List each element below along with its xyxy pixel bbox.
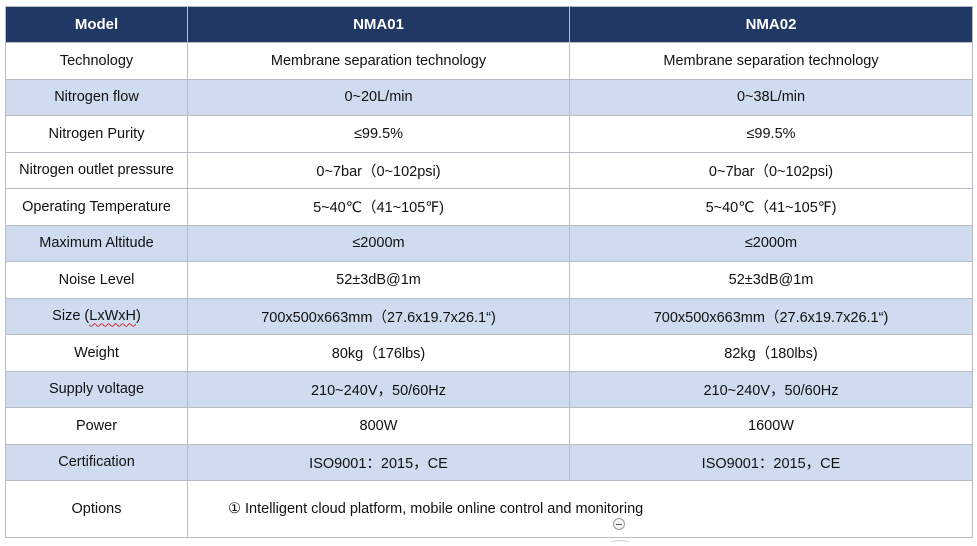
nma01-value: 700x500x663mm（27.6x19.7x26.1“): [187, 297, 570, 335]
row-label: Weight: [5, 334, 188, 372]
nma02-value: Membrane separation technology: [569, 42, 973, 80]
table-row: Size (LxWxH) 700x500x663mm（27.6x19.7x26.…: [5, 297, 973, 335]
nma01-value: 52±3dB@1m: [187, 261, 570, 299]
row-label: Size (LxWxH): [5, 297, 188, 335]
nma02-value: 52±3dB@1m: [569, 261, 973, 299]
row-label: Operating Temperature: [5, 188, 188, 226]
spec-table: Model NMA01 NMA02 Technology Membrane se…: [5, 6, 973, 538]
nma02-value: 5~40℃（41~105℉): [569, 188, 973, 226]
table-row: Operating Temperature 5~40℃（41~105℉) 5~4…: [5, 188, 973, 226]
table-row: Certification ISO9001：2015，CE ISO9001：20…: [5, 443, 973, 481]
nma02-value: ≤99.5%: [569, 115, 973, 153]
nma01-value: 80kg（176lbs): [187, 334, 570, 372]
table-row: Weight 80kg（176lbs) 82kg（180lbs): [5, 334, 973, 372]
nma02-value: ISO9001：2015，CE: [569, 443, 973, 481]
page-edge-divider: [610, 540, 630, 546]
table-row: Maximum Altitude ≤2000m ≤2000m: [5, 224, 973, 262]
options-value: ① Intelligent cloud platform, mobile onl…: [187, 480, 973, 538]
table-row: Technology Membrane separation technolog…: [5, 42, 973, 80]
row-label: Power: [5, 407, 188, 445]
nma01-value: ISO9001：2015，CE: [187, 443, 570, 481]
header-model: Model: [5, 6, 188, 43]
table-row: Nitrogen Purity ≤99.5% ≤99.5%: [5, 115, 973, 153]
row-label: Nitrogen Purity: [5, 115, 188, 153]
size-label-prefix: Size (: [52, 308, 90, 325]
table-row: Nitrogen flow 0~20L/min 0~38L/min: [5, 78, 973, 116]
nma02-value: 1600W: [569, 407, 973, 445]
row-label: Technology: [5, 42, 188, 80]
nma02-value: 0~38L/min: [569, 78, 973, 116]
size-label-suffix: ): [135, 308, 141, 325]
nma02-value: 700x500x663mm（27.6x19.7x26.1“): [569, 297, 973, 335]
row-label: Maximum Altitude: [5, 224, 188, 262]
options-label: Options: [5, 480, 188, 538]
table-row: Power 800W 1600W: [5, 407, 973, 445]
nma02-value: 210~240V，50/60Hz: [569, 370, 973, 408]
nma01-value: ≤99.5%: [187, 115, 570, 153]
nma02-value: ≤2000m: [569, 224, 973, 262]
nma01-value: Membrane separation technology: [187, 42, 570, 80]
header-nma01: NMA01: [187, 6, 570, 43]
nma01-value: 0~20L/min: [187, 78, 570, 116]
table-row: Nitrogen outlet pressure 0~7bar（0~102psi…: [5, 151, 973, 189]
header-row: Model NMA01 NMA02: [5, 6, 973, 43]
table-row: Supply voltage 210~240V，50/60Hz 210~240V…: [5, 370, 973, 408]
row-label: Nitrogen flow: [5, 78, 188, 116]
nma02-value: 0~7bar（0~102psi): [569, 151, 973, 189]
nma01-value: ≤2000m: [187, 224, 570, 262]
header-nma02: NMA02: [569, 6, 973, 43]
row-label: Certification: [5, 443, 188, 481]
nma01-value: 800W: [187, 407, 570, 445]
row-label: Noise Level: [5, 261, 188, 299]
nma02-value: 82kg（180lbs): [569, 334, 973, 372]
nma01-value: 210~240V，50/60Hz: [187, 370, 570, 408]
nma01-value: 0~7bar（0~102psi): [187, 151, 570, 189]
options-row: Options ① Intelligent cloud platform, mo…: [5, 480, 973, 538]
table-row: Noise Level 52±3dB@1m 52±3dB@1m: [5, 261, 973, 299]
row-label: Nitrogen outlet pressure: [5, 151, 188, 189]
nma01-value: 5~40℃（41~105℉): [187, 188, 570, 226]
collapse-icon[interactable]: [613, 518, 625, 530]
size-label-dimensions: LxWxH: [89, 308, 136, 325]
row-label: Supply voltage: [5, 370, 188, 408]
